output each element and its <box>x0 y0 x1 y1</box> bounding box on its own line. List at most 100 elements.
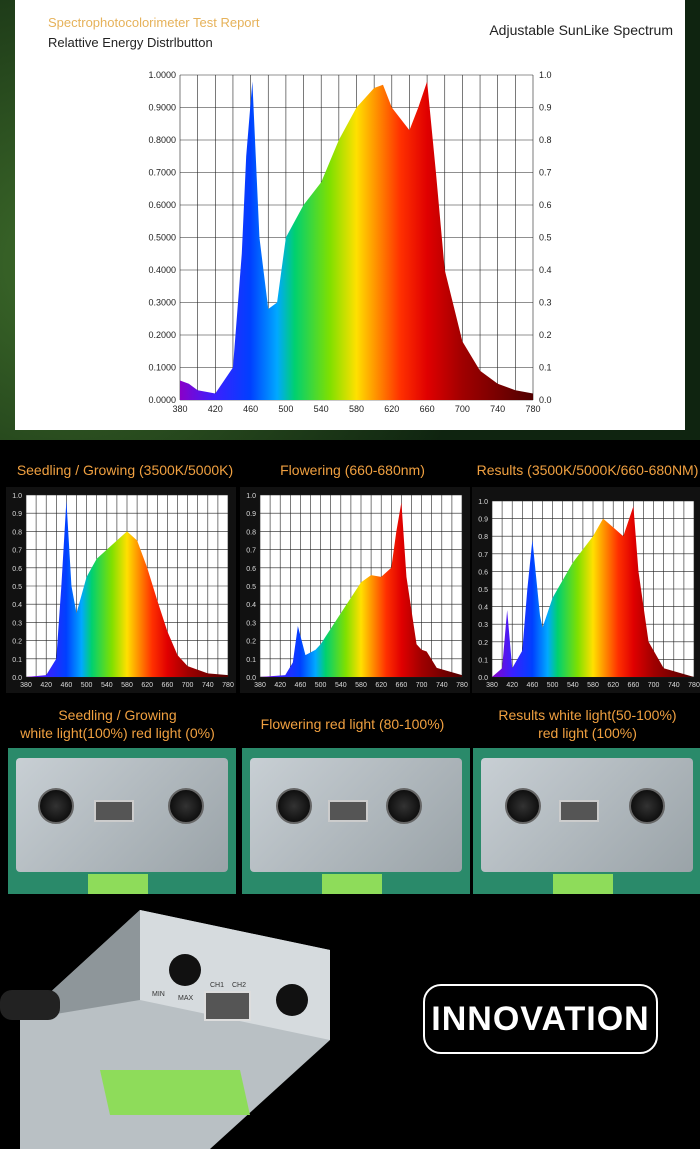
y-tick-label: 0.3 <box>246 620 256 627</box>
white-dimmer-knob <box>169 954 201 986</box>
x-tick-label: 380 <box>172 404 187 414</box>
report-panel: Spectrophotocolorimeter Test Report Rela… <box>15 0 685 430</box>
y-tick-label: 0.8 <box>478 534 488 541</box>
x-tick-label: 380 <box>254 682 266 689</box>
x-tick-label: 740 <box>668 682 680 689</box>
x-tick-label: 460 <box>295 682 307 689</box>
x-tick-label: 500 <box>547 682 559 689</box>
x-tick-label: 620 <box>375 682 387 689</box>
report-subtitle: Spectrophotocolorimeter Test Report <box>48 15 260 30</box>
y-tick-label: 1.0 <box>12 493 22 500</box>
ch-ports <box>559 800 599 822</box>
y-tick-label: 0.0 <box>478 675 488 682</box>
y-tick-label: 0.8000 <box>148 135 176 145</box>
x-tick-label: 780 <box>525 404 540 414</box>
red-dimmer-knob <box>168 788 204 824</box>
y-tick-label: 0.5 <box>12 584 22 591</box>
y-tick-label: 0.7000 <box>148 168 176 178</box>
x-tick-label: 540 <box>101 682 113 689</box>
y-tick-label: 0.5 <box>478 587 488 594</box>
x-tick-label: 500 <box>81 682 93 689</box>
y-tick-label: 0.3000 <box>148 298 176 308</box>
y-tick-label: 0.6000 <box>148 200 176 210</box>
y-tick-label: 0.4000 <box>148 265 176 275</box>
x-tick-label: 420 <box>274 682 286 689</box>
y-tick-label: 0.6 <box>478 569 488 576</box>
y-tick-label: 0.9 <box>12 511 22 518</box>
x-tick-label: 540 <box>314 404 329 414</box>
x-tick-label: 580 <box>121 682 133 689</box>
ch-ports <box>328 800 368 822</box>
y-tick-label: 1.0 <box>246 493 256 500</box>
x-tick-label: 660 <box>420 404 435 414</box>
x-tick-label: 380 <box>20 682 32 689</box>
results-spectrum-chart: 380 420 460 500 540 580 620 660 700 740 780 0.0 0.1 0… <box>472 487 700 693</box>
section-title-seedling: Seedling / Growing (3500K/5000K) <box>16 462 234 478</box>
y-tick-label: 0.9 <box>246 511 256 518</box>
y-tick-label-right: 0.7 <box>539 168 552 178</box>
y-tick-label: 0.9000 <box>148 103 176 113</box>
red-dimmer-knob <box>386 788 422 824</box>
y-tick-label-right: 0.9 <box>539 103 552 113</box>
y-tick-label: 0.1 <box>478 657 488 664</box>
spectrum-area <box>180 81 533 400</box>
caption-seedling-1: Seedling / Growing <box>58 707 177 723</box>
caption-results-1: Results white light(50-100%) <box>498 707 677 723</box>
y-tick-label: 0.0 <box>12 675 22 682</box>
x-tick-label: 780 <box>456 682 468 689</box>
spectrum-area <box>492 506 694 677</box>
y-tick-label: 0.7 <box>246 548 256 555</box>
y-tick-label: 0.5000 <box>148 233 176 243</box>
y-tick-label-right: 0.3 <box>539 298 552 308</box>
y-tick-label: 0.3 <box>478 622 488 629</box>
y-tick-label-right: 0.1 <box>539 363 552 373</box>
report-title: Relattive Energy Distrlbutton <box>48 35 213 50</box>
x-tick-label: 580 <box>355 682 367 689</box>
x-tick-label: 700 <box>182 682 194 689</box>
controller-photo-seedling <box>8 748 236 894</box>
x-tick-label: 500 <box>315 682 327 689</box>
x-tick-label: 700 <box>455 404 470 414</box>
x-tick-label: 540 <box>567 682 579 689</box>
y-tick-label: 0.5 <box>246 584 256 591</box>
x-tick-label: 460 <box>243 404 258 414</box>
caption-seedling-2: white light(100%) red light (0%) <box>20 725 215 741</box>
x-tick-label: 660 <box>396 682 408 689</box>
x-tick-label: 740 <box>490 404 505 414</box>
x-tick-label: 460 <box>527 682 539 689</box>
y-tick-label: 0.7 <box>478 552 488 559</box>
spectrum-area <box>260 502 462 677</box>
controller-device-photo: MIN MAX CH1 CH2 <box>0 910 330 1149</box>
innovation-badge: INNOVATION <box>423 984 658 1054</box>
x-tick-label: 780 <box>222 682 234 689</box>
y-tick-label: 0.8 <box>12 529 22 536</box>
y-tick-label: 0.2000 <box>148 330 176 340</box>
section-title-results: Results (3500K/5000K/660-680NM) <box>476 462 699 478</box>
y-tick-label: 0.1 <box>12 657 22 664</box>
y-tick-label: 0.1000 <box>148 363 176 373</box>
x-tick-label: 500 <box>278 404 293 414</box>
y-tick-label: 1.0 <box>478 499 488 506</box>
flowering-spectrum-chart: 380 420 460 500 540 580 620 660 700 740 780 0.0 0.1 0… <box>240 487 470 693</box>
x-tick-label: 660 <box>162 682 174 689</box>
y-tick-label-right: 0.0 <box>539 395 552 405</box>
controller-photo-results <box>473 748 700 894</box>
ch2-label: CH2 <box>232 982 246 989</box>
white-dimmer-knob <box>38 788 74 824</box>
x-tick-label: 380 <box>486 682 498 689</box>
x-tick-label: 460 <box>61 682 73 689</box>
controller-photo-flowering <box>242 748 470 894</box>
y-tick-label-right: 1.0 <box>539 70 552 80</box>
spectrum-title: Adjustable SunLike Spectrum <box>489 22 673 38</box>
y-tick-label: 0.4 <box>12 602 22 609</box>
y-tick-label: 0.7 <box>12 548 22 555</box>
x-tick-label: 700 <box>648 682 660 689</box>
main-spectrum-chart: 380 420 460 500 540 580 620 660 700 740 780 0.0000 0… <box>148 70 552 414</box>
x-tick-label: 420 <box>40 682 52 689</box>
spectrum-area <box>26 500 228 677</box>
section-title-flowering: Flowering (660-680nm) <box>280 462 425 478</box>
y-tick-label: 0.4 <box>478 605 488 612</box>
x-tick-label: 660 <box>628 682 640 689</box>
y-tick-label: 0.0000 <box>148 395 176 405</box>
x-tick-label: 580 <box>349 404 364 414</box>
